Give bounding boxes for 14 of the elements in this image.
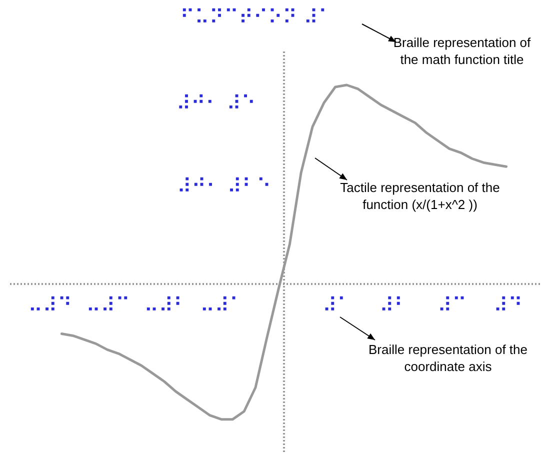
annotation: ⠤⠼⠁: [200, 293, 244, 317]
annotation: ⠼⠚⠂ ⠼⠑: [176, 91, 256, 115]
annotation: ⠤⠼⠉: [86, 293, 130, 317]
annotation: ⠼⠁: [322, 293, 352, 317]
annotation: ⠼⠉: [437, 293, 467, 317]
annotation: Tactile representation of the function (x/(1+x^2 )): [340, 180, 500, 212]
annotation: ⠼⠚⠂ ⠼⠃⠑: [176, 174, 272, 198]
annotation: ⠤⠼⠙: [28, 293, 72, 317]
annotation: Braille representation of the coordinate axis: [368, 342, 528, 374]
annotation: ⠼⠃: [379, 293, 409, 317]
annotation: ⠼⠙: [493, 293, 523, 317]
text: Braille representation of the math function title: [393, 35, 532, 67]
annotation: ⠤⠼⠃: [144, 293, 188, 317]
chart-title: ⠋⠥⠝⠉⠞⠊⠕⠝ ⠼⠁: [180, 5, 333, 29]
